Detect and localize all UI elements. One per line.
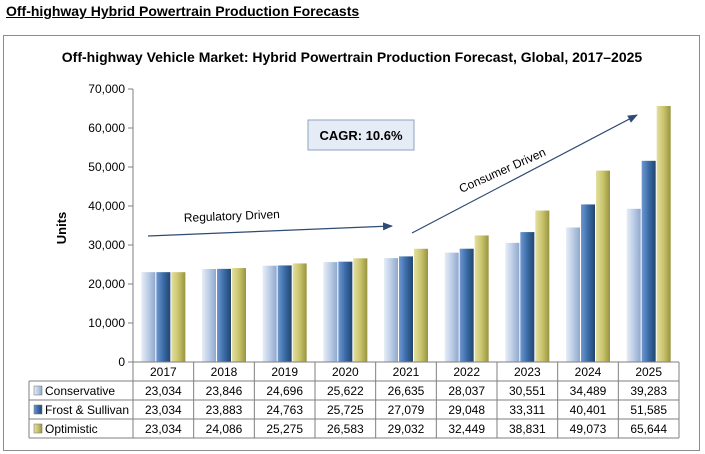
- legend-label: Optimistic: [45, 422, 98, 436]
- y-tick-label: 10,000: [88, 316, 125, 330]
- chart-frame: Off-highway Vehicle Market: Hybrid Power…: [3, 35, 700, 451]
- data-label: 24,696: [266, 384, 303, 398]
- y-axis-title: Units: [54, 212, 69, 245]
- regulatory-label: Regulatory Driven: [184, 207, 281, 225]
- bar-frost-sullivan-2017: [156, 272, 171, 362]
- legend-swatch: [33, 404, 43, 415]
- data-label: 25,622: [327, 384, 364, 398]
- data-label: 23,034: [145, 422, 182, 436]
- x-tick-label: 2023: [514, 365, 541, 379]
- data-label: 26,635: [388, 384, 425, 398]
- bar-frost-sullivan-2021: [399, 256, 413, 362]
- y-tick-label: 40,000: [88, 199, 125, 213]
- data-label: 26,583: [327, 422, 364, 436]
- bar-conservative-2018: [202, 269, 216, 362]
- data-label: 27,079: [388, 403, 425, 417]
- x-tick-label: 2024: [575, 365, 602, 379]
- x-tick-label: 2025: [635, 365, 662, 379]
- bar-optimistic-2024: [596, 170, 610, 362]
- data-label: 28,037: [448, 384, 485, 398]
- data-label: 65,644: [630, 422, 667, 436]
- bar-frost-sullivan-2022: [459, 248, 474, 362]
- x-tick-label: 2017: [150, 365, 177, 379]
- x-tick-label: 2018: [211, 365, 238, 379]
- x-tick-label: 2021: [393, 365, 420, 379]
- bar-optimistic-2022: [474, 235, 489, 362]
- legend-label: Conservative: [45, 384, 115, 398]
- x-tick-label: 2019: [271, 365, 298, 379]
- consumer-label: Consumer Driven: [457, 145, 548, 196]
- cagr-box: [307, 119, 415, 151]
- bar-conservative-2022: [444, 252, 459, 362]
- bar-conservative-2020: [323, 262, 338, 362]
- bar-optimistic-2019: [292, 263, 307, 362]
- data-label: 23,846: [206, 384, 243, 398]
- bar-optimistic-2020: [353, 258, 368, 362]
- legend-swatch: [33, 423, 43, 434]
- y-tick-label: 60,000: [88, 121, 125, 135]
- data-table: 2017 2018 2019 2020 2021 2022 2023 2024 2025 Cons…: [28, 361, 680, 439]
- data-label: 29,048: [448, 403, 485, 417]
- bar-optimistic-2018: [232, 268, 246, 362]
- bar-optimistic-2021: [414, 248, 428, 362]
- regulatory-arrow: [147, 222, 393, 237]
- data-label: 38,831: [509, 422, 546, 436]
- bar-optimistic-2025: [656, 105, 671, 362]
- chart: Off-highway Vehicle Market: Hybrid Power…: [28, 49, 680, 439]
- bar-conservative-2017: [141, 272, 156, 362]
- data-label: 23,883: [206, 403, 243, 417]
- bar-optimistic-2017: [171, 272, 186, 362]
- data-label: 39,283: [630, 384, 667, 398]
- data-label: 32,449: [448, 422, 485, 436]
- bar-frost-sullivan-2018: [217, 268, 231, 362]
- data-label: 40,401: [570, 403, 607, 417]
- bar-optimistic-2023: [535, 210, 550, 362]
- x-tick-label: 2022: [453, 365, 480, 379]
- y-tick-label: 20,000: [88, 277, 125, 291]
- x-tick-label: 2020: [332, 365, 359, 379]
- data-label: 25,725: [327, 403, 364, 417]
- y-axis-title-group: Units: [54, 212, 69, 245]
- page-heading: Off-highway Hybrid Powertrain Production…: [6, 3, 360, 19]
- data-label: 29,032: [388, 422, 425, 436]
- bar-frost-sullivan-2024: [581, 204, 595, 362]
- data-label: 23,034: [145, 384, 182, 398]
- y-tick-label: 50,000: [88, 160, 125, 174]
- bar-conservative-2021: [384, 258, 398, 362]
- bar-conservative-2023: [505, 242, 520, 362]
- data-label: 34,489: [570, 384, 607, 398]
- chart-title: Off-highway Vehicle Market: Hybrid Power…: [62, 49, 643, 65]
- bar-conservative-2019: [262, 265, 277, 362]
- data-label: 30,551: [509, 384, 546, 398]
- bar-conservative-2024: [566, 227, 580, 362]
- bar-frost-sullivan-2020: [338, 261, 353, 362]
- data-label: 25,275: [266, 422, 303, 436]
- data-label: 23,034: [145, 403, 182, 417]
- cagr-label: CAGR: 10.6%: [319, 128, 403, 143]
- legend-label: Frost & Sullivan: [45, 403, 129, 417]
- data-label: 24,763: [266, 403, 303, 417]
- legend-swatch: [33, 385, 43, 396]
- y-tick-label: 30,000: [88, 238, 125, 252]
- bar-frost-sullivan-2023: [520, 232, 535, 362]
- bar-conservative-2025: [626, 208, 641, 362]
- y-axis: 0 10,000 20,000 30,000 40,000 50,000 60,000 70,…: [88, 82, 134, 369]
- y-tick-label: 70,000: [88, 82, 125, 96]
- consumer-arrow: [411, 114, 638, 234]
- data-label: 49,073: [570, 422, 607, 436]
- data-label: 24,086: [206, 422, 243, 436]
- data-label: 33,311: [509, 403, 545, 417]
- bar-frost-sullivan-2019: [277, 265, 292, 362]
- bar-frost-sullivan-2025: [641, 160, 656, 362]
- data-label: 51,585: [630, 403, 667, 417]
- y-tick-label: 0: [118, 355, 125, 369]
- cagr-annotation: CAGR: 10.6%: [307, 119, 415, 151]
- bars: [141, 105, 671, 362]
